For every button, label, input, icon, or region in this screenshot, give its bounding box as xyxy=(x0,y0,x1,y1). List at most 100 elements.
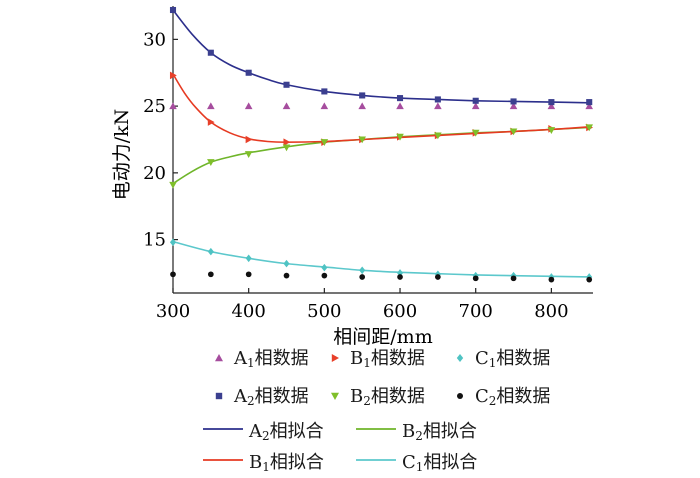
data-point-c1 xyxy=(207,247,214,256)
data-point-a1 xyxy=(207,102,215,110)
x-axis-label: 相间距/mm xyxy=(333,326,432,348)
legend-marker-icon xyxy=(457,393,463,399)
x-tick-label: 600 xyxy=(383,301,417,322)
data-point-c1 xyxy=(169,238,177,247)
legend-marker-icon xyxy=(331,392,339,400)
data-point-a2 xyxy=(586,99,593,106)
legend-marker-icon xyxy=(215,392,223,400)
data-point-a2 xyxy=(472,97,479,104)
y-tick-label: 15 xyxy=(143,230,166,251)
data-point-c1 xyxy=(283,259,290,268)
data-point-a1 xyxy=(244,102,253,110)
data-point-b1 xyxy=(169,71,177,80)
data-point-c1 xyxy=(321,263,328,272)
data-point-a2 xyxy=(207,49,214,56)
data-point-c2 xyxy=(548,276,555,283)
data-point-b2 xyxy=(207,159,215,166)
data-point-c1 xyxy=(245,254,252,263)
data-point-c2 xyxy=(321,272,328,279)
fit-line-b1 xyxy=(172,73,590,143)
data-point-a2 xyxy=(283,81,290,88)
data-point-c2 xyxy=(245,271,252,278)
data-point-b1 xyxy=(245,135,253,144)
data-point-a2 xyxy=(359,92,366,99)
y-axis-label: 电动力/kN xyxy=(111,109,133,201)
legend-marker-icon xyxy=(331,354,339,362)
data-point-b1 xyxy=(283,138,291,146)
data-point-a1 xyxy=(547,102,556,110)
data-point-a1 xyxy=(509,102,518,110)
data-point-a1 xyxy=(169,102,177,110)
data-point-a1 xyxy=(471,102,480,110)
data-point-a2 xyxy=(434,96,441,103)
data-point-c1 xyxy=(359,266,366,275)
data-point-a2 xyxy=(510,98,517,105)
data-point-a1 xyxy=(585,102,594,110)
legend-marker-icon xyxy=(456,354,464,362)
data-point-c2 xyxy=(472,275,479,282)
legend-label: B2相拟合 xyxy=(402,421,477,443)
data-point-a1 xyxy=(320,102,329,110)
plot-area: 15 20 25 30 300 400 500 600 700 800 xyxy=(143,6,594,322)
data-point-a2 xyxy=(548,99,555,106)
legend-label: A1相数据 xyxy=(234,348,309,370)
data-point-a2 xyxy=(245,69,252,76)
data-point-a1 xyxy=(396,102,404,110)
fit-line-c1 xyxy=(172,240,590,278)
legend-item-c1-fit: C1相拟合 xyxy=(356,452,477,478)
fit-lines xyxy=(172,9,590,278)
data-point-b2 xyxy=(434,132,442,140)
x-axis-ticks: 300 400 500 600 700 800 xyxy=(156,288,569,322)
legend-item-c1-data: C1相数据 xyxy=(453,348,550,374)
data-point-c2 xyxy=(397,274,403,280)
data-point-b2 xyxy=(358,136,366,144)
data-point-c2 xyxy=(586,276,593,283)
data-point-b2 xyxy=(169,181,177,189)
data-point-c2 xyxy=(359,274,366,280)
legend-item-b1-data: B1相数据 xyxy=(328,348,425,374)
data-point-a1 xyxy=(434,102,442,110)
x-tick-label: 500 xyxy=(307,301,341,322)
y-tick-label: 30 xyxy=(143,29,166,50)
data-point-b2 xyxy=(547,127,556,134)
legend-item-b1-fit: B1相拟合 xyxy=(203,452,324,478)
legend-label: C1相数据 xyxy=(475,348,551,370)
y-axis-ticks: 15 20 25 30 xyxy=(143,29,178,251)
data-point-c2 xyxy=(283,272,290,279)
data-point-a2 xyxy=(396,95,404,102)
legend-label: C1相拟合 xyxy=(402,452,478,474)
y-tick-label: 20 xyxy=(143,163,166,184)
legend-item-b2-fit: B2相拟合 xyxy=(356,421,477,447)
legend-label: B2相数据 xyxy=(350,386,425,408)
data-point-a1 xyxy=(358,102,366,110)
legend-marker-icon xyxy=(215,354,223,362)
data-point-a2 xyxy=(321,88,328,95)
legend-label: B1相拟合 xyxy=(249,452,324,474)
legend-item-c2-data: C2相数据 xyxy=(453,386,550,412)
data-point-c2 xyxy=(435,274,441,280)
legend-label: A2相拟合 xyxy=(249,421,324,443)
x-tick-label: 800 xyxy=(534,301,568,322)
data-point-a2 xyxy=(169,6,177,14)
data-point-b2 xyxy=(585,124,594,132)
legend-label: C2相数据 xyxy=(475,386,551,408)
data-point-b1 xyxy=(207,118,215,126)
x-tick-label: 400 xyxy=(231,301,265,322)
fit-line-a2 xyxy=(172,9,590,104)
legend-label: A2相数据 xyxy=(234,386,309,408)
data-markers xyxy=(169,6,594,283)
data-point-b2 xyxy=(471,129,480,137)
x-tick-label: 700 xyxy=(459,301,493,322)
data-point-c2 xyxy=(170,271,176,278)
legend-item-a2-data: A2相数据 xyxy=(212,386,309,412)
data-point-b2 xyxy=(282,144,291,152)
legend-item-a2-fit: A2相拟合 xyxy=(203,421,324,447)
data-point-c2 xyxy=(510,275,517,282)
data-point-b2 xyxy=(244,151,253,158)
data-point-b2 xyxy=(320,139,329,146)
legend-item-a1-data: A1相数据 xyxy=(212,348,309,374)
data-point-b2 xyxy=(509,128,518,136)
y-tick-label: 25 xyxy=(143,96,166,117)
data-point-b2 xyxy=(396,133,404,141)
